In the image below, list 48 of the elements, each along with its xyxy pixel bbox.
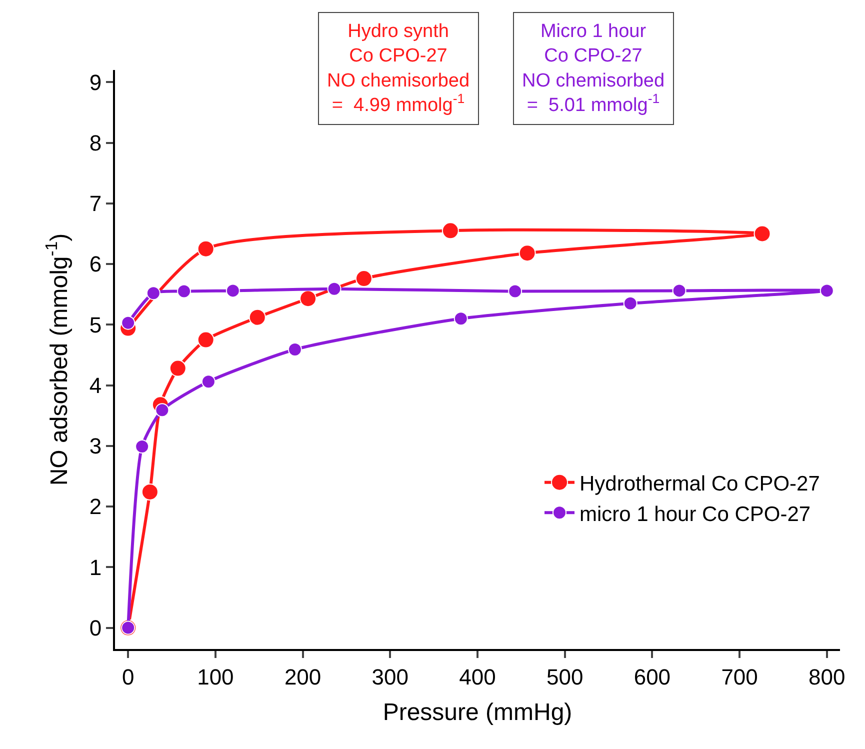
point [197, 240, 214, 258]
legend-label: Hydrothermal Co CPO-27 [580, 472, 820, 496]
point [201, 374, 216, 389]
point [754, 225, 771, 242]
point [177, 284, 192, 298]
point [155, 403, 170, 418]
x-tick-label: 700 [721, 664, 758, 690]
x-tick-label: 200 [284, 664, 322, 690]
point [197, 331, 214, 348]
x-tick-label: 800 [808, 664, 846, 690]
x-tick-label: 100 [197, 664, 234, 690]
point [355, 270, 372, 288]
y-tick-label: 0 [89, 615, 102, 640]
y-tick-label: 4 [89, 372, 102, 398]
point [141, 483, 158, 500]
point [300, 290, 317, 308]
point [226, 284, 240, 298]
point [135, 440, 150, 454]
point [518, 244, 536, 262]
point [288, 342, 302, 356]
point [327, 282, 342, 296]
x-tick-label: 0 [122, 664, 134, 690]
y-tick-label: 6 [89, 252, 102, 277]
annotation: Micro 1 hour Co CPO-27 NO chemisorbed = 5.01 mmolg$^{-1}$ [522, 21, 665, 116]
point [508, 284, 522, 298]
y-tick-label: 7 [89, 191, 102, 216]
point [248, 308, 266, 326]
y-tick-label: 5 [89, 312, 102, 338]
point [623, 296, 638, 310]
point [454, 312, 468, 326]
y-tick-label: 8 [89, 130, 102, 156]
x-tick-label: 400 [459, 664, 496, 690]
x-axis-title: Pressure (mmHg) [382, 699, 572, 726]
point [146, 286, 160, 300]
legend-label: micro 1 hour Co CPO-27 [580, 502, 811, 526]
point [820, 284, 834, 298]
point [121, 316, 136, 330]
y-tick-label: 2 [89, 494, 102, 520]
x-tick-label: 500 [546, 664, 584, 690]
y-tick-label: 9 [89, 70, 102, 95]
point [442, 222, 459, 240]
point [672, 284, 686, 298]
y-tick-label: 1 [89, 554, 102, 580]
x-tick-label: 600 [634, 664, 671, 690]
x-tick-label: 300 [372, 664, 409, 690]
point [169, 360, 186, 377]
annotation: Hydro synth Co CPO-27 NO chemisorbed = 4.99 mmolg$^{-1}$ [327, 21, 470, 116]
y-tick-label: 3 [89, 434, 102, 459]
